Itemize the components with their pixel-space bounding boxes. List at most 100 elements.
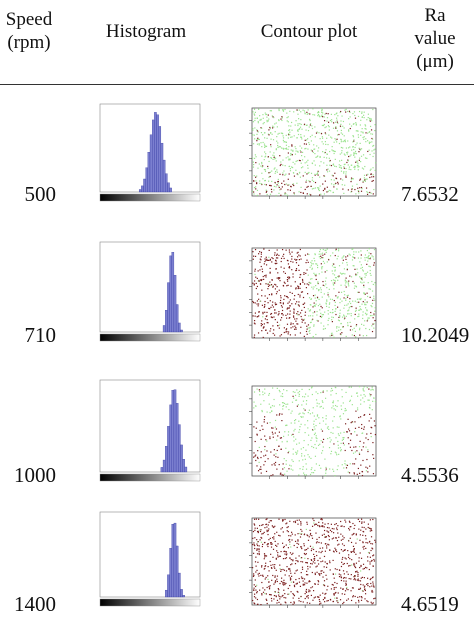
contour-speck <box>346 313 349 315</box>
contour-speck <box>317 174 319 176</box>
contour-speck <box>364 179 366 181</box>
contour-speck <box>290 322 292 324</box>
contour-speck <box>372 144 375 147</box>
contour-speck <box>284 174 286 176</box>
contour-speck <box>356 570 358 572</box>
contour-speck <box>359 327 361 329</box>
contour-speck <box>346 464 349 466</box>
contour-speck <box>364 276 366 278</box>
contour-speck <box>301 404 303 406</box>
contour-speck <box>358 446 361 448</box>
contour-speck <box>371 138 374 140</box>
contour-speck <box>305 553 307 555</box>
contour-speck <box>353 153 355 155</box>
contour-speck <box>314 443 316 446</box>
contour-speck <box>357 291 359 293</box>
contour-speck <box>340 284 342 286</box>
contour-speck <box>269 271 271 273</box>
contour-speck <box>313 305 315 307</box>
contour-speck <box>320 405 322 408</box>
contour-speck <box>340 146 343 149</box>
contour-speck <box>322 420 325 422</box>
contour-speck <box>281 542 284 544</box>
contour-speck <box>271 525 273 527</box>
contour-speck <box>253 452 255 454</box>
contour-speck <box>358 579 360 582</box>
contour-speck <box>331 527 333 530</box>
contour-speck <box>340 525 342 527</box>
contour-speck <box>298 301 300 303</box>
contour-speck <box>367 471 369 473</box>
contour-speck <box>259 300 261 302</box>
contour-speck <box>303 135 305 137</box>
contour-speck <box>264 589 266 591</box>
contour-speck <box>272 154 274 156</box>
contour-speck <box>260 536 262 539</box>
contour-speck <box>305 590 307 592</box>
contour-speck <box>264 295 266 297</box>
contour-speck <box>336 134 339 136</box>
contour-speck <box>272 427 274 429</box>
contour-speck <box>313 148 315 150</box>
contour-speck <box>284 295 286 297</box>
contour-speck <box>358 166 360 168</box>
contour-speck <box>311 260 313 262</box>
contour-speck <box>260 131 263 134</box>
contour-speck <box>284 108 286 111</box>
contour-speck <box>308 141 310 144</box>
contour-speck <box>275 122 277 124</box>
histogram-bar <box>152 119 155 193</box>
contour-speck <box>266 319 268 321</box>
contour-speck <box>352 146 354 148</box>
contour-speck <box>345 173 347 175</box>
contour-speck <box>335 127 338 129</box>
contour-speck <box>292 448 294 450</box>
contour-speck <box>271 279 273 281</box>
contour-speck <box>358 147 360 149</box>
contour-speck <box>348 166 351 168</box>
contour-speck <box>253 280 256 282</box>
contour-speck <box>271 431 273 433</box>
contour-speck <box>337 306 339 308</box>
contour-speck <box>252 599 254 602</box>
contour-speck <box>298 304 300 306</box>
contour-speck <box>260 603 262 606</box>
contour-speck <box>340 587 342 589</box>
contour-speck <box>303 408 305 410</box>
contour-speck <box>296 542 298 544</box>
contour-speck <box>369 530 371 532</box>
contour-speck <box>321 570 323 572</box>
contour-speck <box>323 328 325 330</box>
contour-speck <box>289 552 292 554</box>
contour-speck <box>291 258 293 260</box>
contour-speck <box>347 573 349 575</box>
contour-speck <box>374 597 376 599</box>
contour-speck <box>344 590 347 592</box>
histogram-bar <box>167 282 170 333</box>
contour-speck <box>344 460 346 462</box>
contour-speck <box>373 262 375 264</box>
contour-speck <box>296 318 298 320</box>
contour-speck <box>316 414 319 416</box>
contour-speck <box>335 182 337 184</box>
contour-speck <box>303 335 305 338</box>
contour-speck <box>305 591 308 593</box>
contour-speck <box>347 147 350 149</box>
contour-speck <box>267 524 269 526</box>
contour-speck <box>280 188 282 190</box>
contour-speck <box>272 306 275 308</box>
contour-speck <box>302 459 304 461</box>
contour-speck <box>346 153 348 155</box>
contour-speck <box>311 467 313 469</box>
contour-speck <box>276 171 278 173</box>
contour-speck <box>362 590 364 592</box>
contour-speck <box>373 295 375 297</box>
contour-speck <box>268 528 270 530</box>
contour-speck <box>319 422 321 424</box>
contour-speck <box>361 470 363 473</box>
contour-speck <box>326 248 328 250</box>
contour-speck <box>299 255 301 257</box>
contour-speck <box>355 273 357 275</box>
contour-speck <box>323 193 326 195</box>
contour-speck <box>299 585 302 588</box>
